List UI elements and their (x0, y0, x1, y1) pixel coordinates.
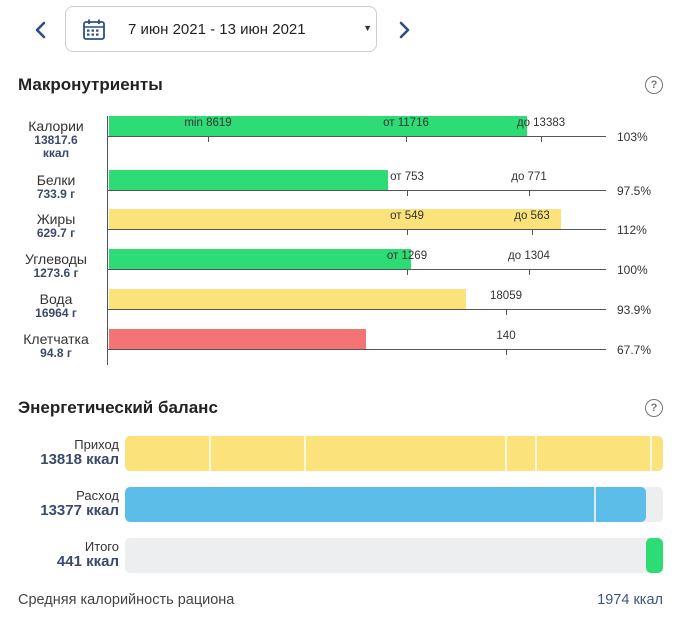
macro-bar (109, 329, 366, 350)
energy-bar-fill (646, 538, 663, 573)
energy-row-value: 13818 ккал (40, 451, 119, 468)
macro-value: 13817.6 (34, 133, 78, 147)
macro-marker-label: от 1269 (386, 250, 428, 262)
macro-marker-label: до 563 (514, 210, 550, 222)
macro-marker-tick (406, 136, 407, 142)
macro-marker-tick (506, 349, 507, 355)
macro-bar (109, 209, 561, 230)
caret-down-icon: ▼ (363, 23, 372, 33)
energy-title: Энергетический баланс (18, 398, 218, 417)
macro-marker-label: до 13383 (516, 117, 566, 129)
macro-marker-tick (407, 190, 408, 196)
macro-marker-label: от 11716 (383, 117, 429, 129)
energy-bar-track (125, 436, 663, 471)
macro-marker-tick (532, 229, 533, 235)
macro-marker-tick (541, 136, 542, 142)
energy-bar-fill (125, 487, 646, 522)
macro-baseline (108, 309, 606, 310)
energy-bar-segment-divider (650, 436, 652, 471)
energy-bar-segment-divider (535, 436, 537, 471)
macros-help-icon[interactable]: ? (645, 76, 663, 94)
macro-bar (109, 170, 388, 191)
macro-baseline (108, 229, 606, 230)
next-week-button[interactable] (393, 18, 415, 42)
macro-bar (109, 249, 411, 270)
energy-row-label: Приход (74, 437, 119, 452)
energy-row-label: Итого (84, 539, 119, 554)
macro-unit: ккал (42, 146, 70, 160)
macro-percent: 103% (617, 130, 648, 144)
macro-value: 733.9 г (36, 187, 76, 201)
macro-baseline (108, 349, 606, 350)
macro-bar (109, 116, 527, 137)
chevron-right-icon (399, 21, 410, 39)
macro-baseline (108, 190, 606, 191)
macros-axis (107, 116, 108, 365)
macro-marker-tick (529, 190, 530, 196)
energy-bar-track (125, 487, 663, 522)
macro-baseline (108, 269, 606, 270)
prev-week-button[interactable] (30, 18, 52, 42)
macro-label: Вода (39, 291, 73, 307)
macros-title: Макронутриенты (18, 75, 163, 94)
macro-label: Белки (36, 172, 76, 188)
calendar-icon (82, 19, 106, 46)
macro-marker-tick (529, 269, 530, 275)
macro-marker-label: до 771 (511, 171, 547, 183)
macro-marker-label: min 8619 (184, 117, 232, 129)
energy-row-value: 13377 ккал (40, 502, 119, 519)
macro-marker-label: 140 (496, 330, 516, 342)
macro-label: Клетчатка (23, 331, 89, 347)
macro-marker-tick (407, 229, 408, 235)
energy-bar-fill (125, 436, 663, 471)
macro-label: Калории (28, 118, 84, 134)
avg-calories-value: 1974 ккал (597, 592, 663, 608)
macro-marker-label: до 1304 (508, 250, 550, 262)
macro-marker-tick (208, 136, 209, 142)
energy-row-label: Расход (76, 488, 119, 503)
energy-bar-segment-divider (505, 436, 507, 471)
macro-value: 94.8 г (40, 346, 72, 360)
avg-calories-label: Средняя калорийность рациона (18, 592, 235, 608)
energy-bar-track (125, 538, 663, 573)
macro-percent: 100% (617, 263, 648, 277)
energy-help-icon[interactable]: ? (645, 399, 663, 417)
date-range-select[interactable]: 7 июн 2021 - 13 июн 2021 ▼ (65, 6, 377, 52)
macro-percent: 67.7% (617, 343, 652, 357)
macro-marker-label: 18059 (490, 290, 522, 302)
macro-marker-tick (506, 309, 507, 315)
energy-bar-segment-divider (304, 436, 306, 471)
macro-bar (109, 289, 466, 310)
energy-bar-segment-divider (594, 487, 596, 522)
macro-label: Жиры (36, 211, 76, 227)
macro-percent: 112% (617, 223, 647, 237)
macro-percent: 97.5% (617, 184, 652, 198)
macro-marker-tick (407, 269, 408, 275)
energy-bar-segment-divider (209, 436, 211, 471)
macro-value: 1273.6 г (33, 266, 79, 280)
macro-value: 629.7 г (36, 226, 76, 240)
macro-label: Углеводы (24, 251, 87, 267)
macro-marker-label: от 753 (390, 171, 424, 183)
macro-marker-label: от 549 (390, 210, 424, 222)
chevron-left-icon (35, 21, 46, 39)
macro-value: 16964 г (35, 306, 77, 320)
macro-baseline (108, 136, 606, 137)
energy-row-value: 441 ккал (56, 553, 119, 570)
macro-percent: 93.9% (617, 303, 652, 317)
date-range-text: 7 июн 2021 - 13 июн 2021 (128, 21, 306, 38)
